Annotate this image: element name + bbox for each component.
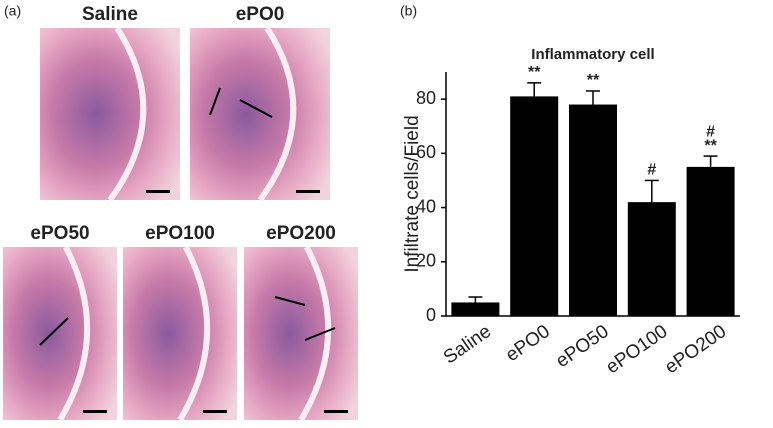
scale-bar [146,190,170,193]
scale-bar [296,190,320,193]
tissue-boundary [177,245,211,422]
significance-mark: # [706,123,715,140]
arrow [239,99,273,118]
bar [686,166,735,316]
y-axis-label: Infiltrate cells/Field [402,115,423,272]
histology-panel: Saline ePO0 ePO50 ePO100 ePO200 [3,4,358,422]
significance-mark: # [647,162,656,179]
tissue-boundary [298,245,332,422]
image-label: ePO50 [30,223,89,244]
panel-label: (b) [400,3,417,19]
scale-bar [203,410,227,413]
scale-bar [324,410,348,413]
y-tick-label: 40 [416,196,436,216]
image-label: ePO0 [236,4,285,25]
y-tick-label: 0 [426,305,436,325]
significance-mark: ** [528,64,541,81]
y-tick-label: 80 [416,88,436,108]
scale-bar [83,410,107,413]
tissue-boundary [257,26,297,202]
arrow [39,317,69,346]
bar [569,104,617,317]
bar [627,202,676,316]
histology-image [244,247,358,420]
significance-mark: ** [704,137,717,154]
image-label: ePO200 [266,223,336,244]
histology-image [3,247,117,420]
x-tick-label: Saline [440,321,495,369]
arrow [274,296,306,306]
tissue-boundary [107,26,147,202]
y-tick-label: 60 [416,142,436,162]
histology-image [40,28,180,200]
tissue-boundary [57,245,91,422]
arrow [304,327,336,341]
chart-title: Inflammatory cell [531,46,654,63]
arrow [209,87,221,116]
histology-image [190,28,330,200]
x-tick-label: ePO200 [661,321,730,378]
y-tick-label: 20 [416,251,436,271]
image-label: ePO100 [145,223,215,244]
x-tick-label: ePO100 [602,321,671,378]
significance-mark: ** [587,72,600,89]
x-tick-label: ePO0 [502,321,554,366]
bar [451,302,500,316]
chart: Inflammatory cell Infiltrate cells/Field 0… [402,46,740,378]
image-label: Saline [82,4,138,25]
bar [510,96,559,317]
panel-label: (a) [4,3,21,19]
histology-image [123,247,237,420]
